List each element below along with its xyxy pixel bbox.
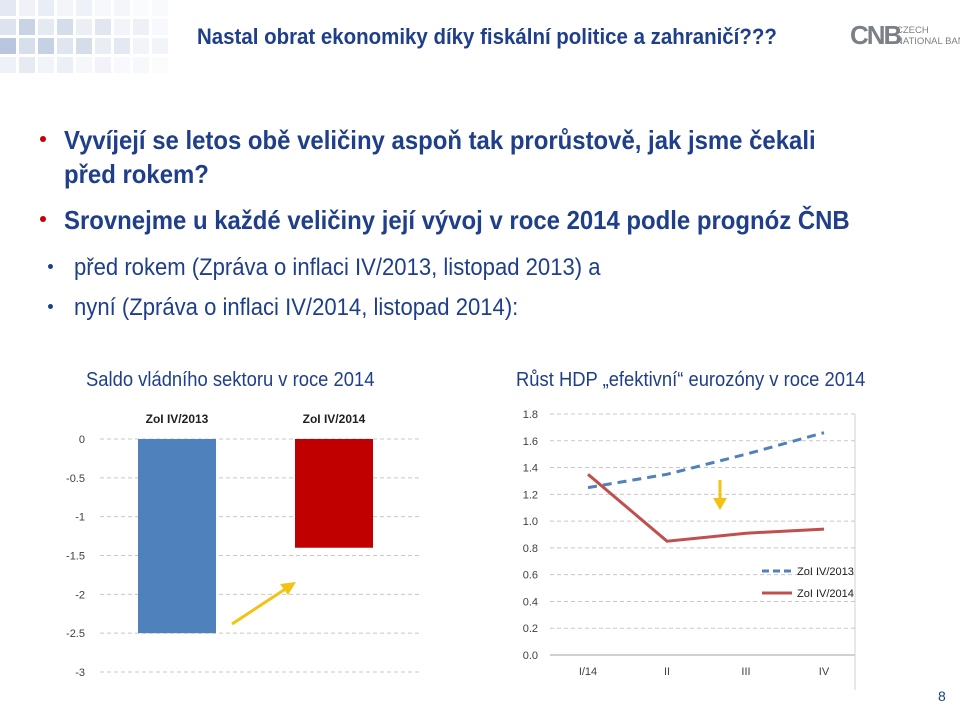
sub-bullet-icon — [48, 304, 53, 309]
bar-1 — [138, 439, 216, 634]
bar-chart: 0 -0.5 -1 -1.5 -2 -2.5 -3 ZoI IV/2013 ZoI IV/201… — [66, 412, 420, 679]
header-tile — [76, 19, 92, 35]
y-tick-label: 0.0 — [523, 650, 538, 662]
x-tick-label: I/14 — [579, 666, 597, 678]
chart-1-title: Saldo vládního sektoru v roce 2014 — [86, 369, 375, 391]
header-decoration — [0, 0, 168, 73]
legend-label: ZoI IV/2014 — [797, 588, 854, 600]
x-tick-label: III — [741, 666, 750, 678]
page-title: Nastal obrat ekonomiky díky fiskální pol… — [197, 24, 777, 49]
header-tile — [95, 38, 111, 54]
header-tile — [133, 19, 149, 35]
header-tile — [76, 57, 92, 73]
header-tile — [57, 19, 73, 35]
header-tile — [95, 19, 111, 35]
sub-bullet-2-text: nyní (Zpráva o inflaci IV/2014, listopad… — [74, 294, 519, 321]
header-tile — [133, 38, 149, 54]
header-tile — [95, 57, 111, 73]
header-tile — [0, 57, 16, 73]
y-tick-label: 1.4 — [523, 463, 538, 475]
y-tick-label: 1.8 — [523, 409, 538, 421]
logo-text-line1: CZECH — [896, 25, 929, 36]
header-tile — [19, 0, 35, 16]
y-tick-label: -3 — [75, 667, 85, 679]
y-tick-label: -2 — [75, 589, 85, 601]
series-line-1 — [587, 431, 825, 490]
chart-2-title: Růst HDP „efektivní“ eurozóny v roce 201… — [516, 369, 866, 391]
bullet-1-text: Vyvíjejí se letos obě veličiny aspoň tak… — [64, 125, 816, 189]
logo-mark: CNB — [850, 20, 902, 50]
x-tick-label: IV — [819, 666, 830, 678]
header-tile — [38, 0, 54, 16]
header-tile — [38, 57, 54, 73]
header-tile — [95, 0, 111, 16]
y-tick-label: 0.2 — [523, 623, 538, 635]
header-tile — [19, 57, 35, 73]
header-tile — [152, 57, 168, 73]
y-tick-label: 1.2 — [523, 489, 538, 501]
decrease-arrow-icon — [713, 480, 727, 510]
header-tile — [152, 0, 168, 16]
y-tick-label: 0 — [79, 434, 85, 446]
y-tick-label: -1.5 — [66, 551, 85, 563]
header-tile — [133, 0, 149, 16]
y-tick-label: 1.6 — [523, 436, 538, 448]
header-tile — [0, 38, 16, 54]
bullet-icon — [40, 216, 46, 222]
header-tile — [57, 0, 73, 16]
header-tile — [114, 38, 130, 54]
header-tile — [76, 0, 92, 16]
y-tick-label: -1 — [75, 512, 85, 524]
increase-arrow-icon — [231, 582, 296, 626]
x-tick-label: II — [664, 666, 670, 678]
header-tile — [0, 19, 16, 35]
bar-2 — [295, 439, 373, 548]
header-tile — [38, 38, 54, 54]
series-line-2 — [587, 473, 825, 543]
line-chart: 0.00.20.40.60.81.01.21.41.61.8I/14 II III I… — [523, 409, 856, 690]
header-tile — [152, 19, 168, 35]
bullet-icon — [40, 136, 46, 142]
legend-label: ZoI IV/2013 — [797, 566, 854, 578]
y-tick-label: 0.6 — [523, 570, 538, 582]
logo-text-line2: NATIONAL BANK — [896, 36, 960, 47]
bar-category-label: ZoI IV/2014 — [303, 412, 366, 426]
y-tick-label: 0.4 — [523, 596, 538, 608]
header-tile — [76, 38, 92, 54]
header-tile — [114, 19, 130, 35]
y-tick-label: 1.0 — [523, 516, 538, 528]
header-tile — [57, 57, 73, 73]
header-tile — [38, 19, 54, 35]
sub-bullet-1-text: před rokem (Zpráva o inflaci IV/2013, li… — [74, 254, 601, 281]
bullet-2-text: Srovnejme u každé veličiny její vývoj v … — [64, 205, 850, 235]
header-tile — [19, 19, 35, 35]
header-tile — [152, 38, 168, 54]
y-tick-label: -2.5 — [66, 628, 85, 640]
sub-bullet-icon — [48, 264, 53, 269]
header-tile — [133, 57, 149, 73]
page-number: 8 — [938, 688, 946, 704]
header-tile — [114, 57, 130, 73]
header-tile — [114, 0, 130, 16]
header-tile — [57, 38, 73, 54]
header-tile — [19, 38, 35, 54]
bar-category-label: ZoI IV/2013 — [146, 412, 209, 426]
header-tile — [0, 0, 16, 16]
y-tick-label: 0.8 — [523, 543, 538, 555]
y-tick-label: -0.5 — [66, 473, 85, 485]
